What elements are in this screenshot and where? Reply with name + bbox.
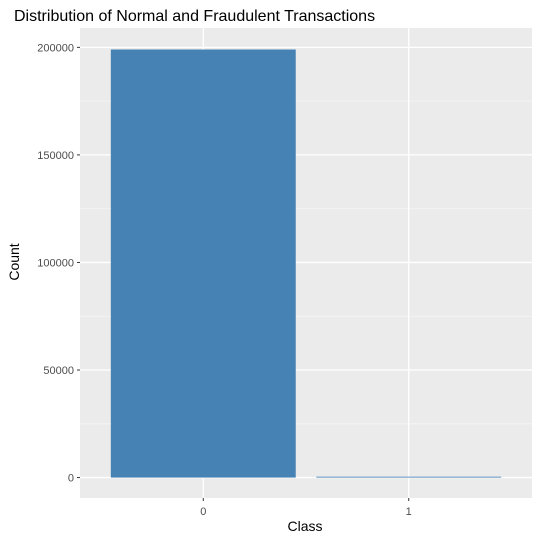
chart-title: Distribution of Normal and Fraudulent Tr…: [14, 8, 375, 25]
y-tick-label: 200000: [37, 42, 74, 54]
y-tick-label: 100000: [37, 257, 74, 269]
bar-1: [316, 476, 502, 478]
bars: [110, 49, 502, 478]
bar-0: [110, 49, 296, 478]
y-tick-label: 0: [68, 473, 74, 485]
y-axis-title: Count: [6, 243, 22, 280]
x-axis-title: Class: [287, 518, 322, 534]
y-tick-label: 50000: [43, 365, 74, 377]
y-tick-label: 150000: [37, 150, 74, 162]
x-tick-label: 0: [200, 506, 206, 518]
y-axis: 0 50000 100000 150000 200000: [37, 42, 80, 485]
x-tick-label: 1: [406, 506, 412, 518]
